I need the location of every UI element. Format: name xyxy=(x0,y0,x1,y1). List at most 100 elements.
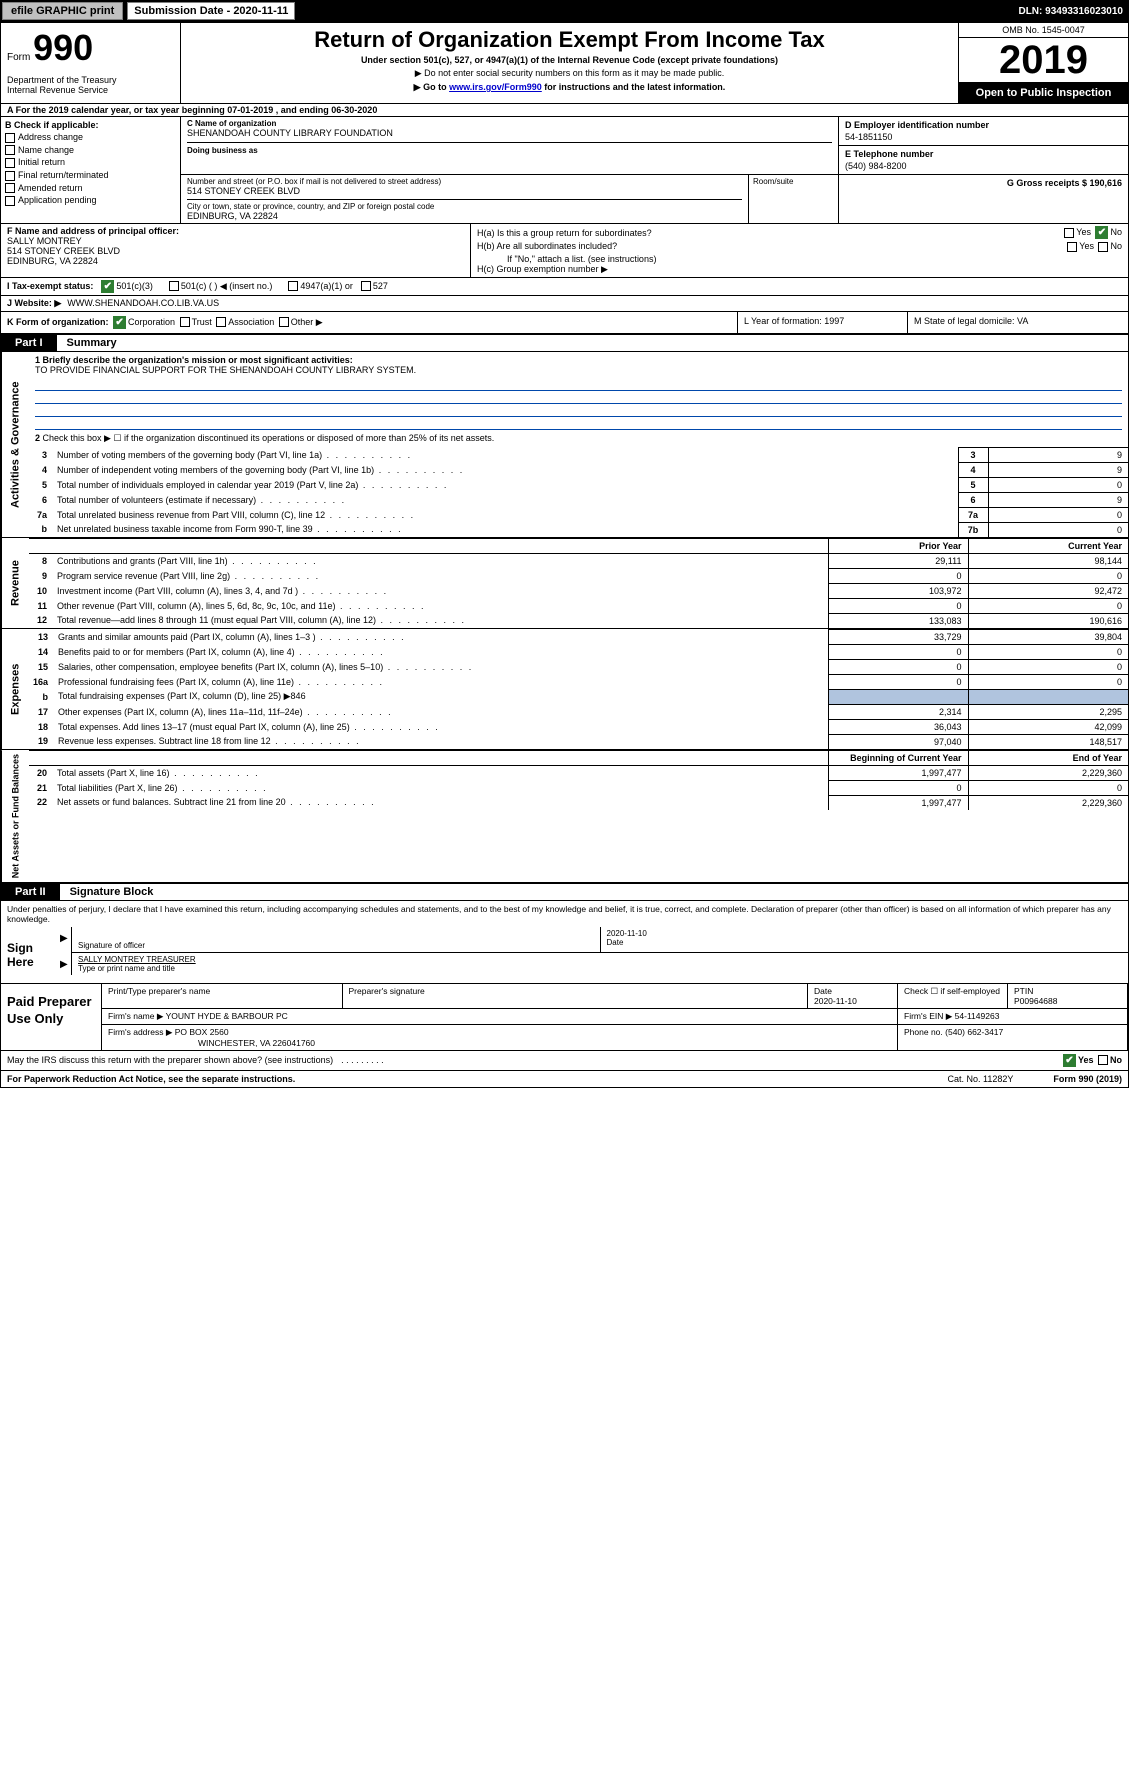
ha-label: H(a) Is this a group return for subordin… xyxy=(477,228,652,238)
checkbox-amended-return[interactable] xyxy=(5,183,15,193)
top-bar: efile GRAPHIC print Submission Date - 20… xyxy=(0,0,1129,22)
discuss-no-checkbox[interactable] xyxy=(1098,1055,1108,1065)
form-990-footer: Form 990 (2019) xyxy=(1053,1074,1122,1084)
firm-phone-label: Phone no. xyxy=(904,1027,943,1037)
gross-receipts: G Gross receipts $ 190,616 xyxy=(1007,178,1122,188)
trust-checkbox[interactable] xyxy=(180,317,190,327)
firm-addr-label: Firm's address ▶ xyxy=(108,1027,172,1037)
4947-checkbox[interactable] xyxy=(288,281,298,291)
irs-link[interactable]: www.irs.gov/Form990 xyxy=(449,82,542,92)
checkbox-address-change[interactable] xyxy=(5,133,15,143)
dln-text: DLN: 93493316023010 xyxy=(1018,6,1127,17)
ruled-line xyxy=(35,378,1122,391)
part2-tab: Part II xyxy=(1,884,60,900)
irs-text: Internal Revenue Service xyxy=(7,85,174,95)
line1-label: 1 Briefly describe the organization's mi… xyxy=(35,355,353,365)
firm-name-label: Firm's name ▶ xyxy=(108,1011,163,1021)
hc-label: H(c) Group exemption number ▶ xyxy=(477,264,1122,275)
discuss-yes-checkbox[interactable]: ✔ xyxy=(1063,1054,1076,1067)
501c-checkbox[interactable] xyxy=(169,281,179,291)
discuss-text: May the IRS discuss this return with the… xyxy=(7,1055,333,1065)
expenses-table: 13Grants and similar amounts paid (Part … xyxy=(29,629,1128,749)
side-revenue: Revenue xyxy=(1,538,29,628)
activities-governance-table: 3Number of voting members of the governi… xyxy=(29,447,1128,537)
col-b-label: B Check if applicable: xyxy=(5,120,176,130)
ein-value: 54-1851150 xyxy=(845,132,1122,142)
checkbox-application-pending[interactable] xyxy=(5,196,15,206)
part2-header: Part II Signature Block xyxy=(1,883,1128,901)
line2-text: Check this box ▶ ☐ if the organization d… xyxy=(43,433,495,443)
org-name-value: SHENANDOAH COUNTY LIBRARY FOUNDATION xyxy=(187,128,832,138)
checkbox-initial-return[interactable] xyxy=(5,158,15,168)
discuss-row: May the IRS discuss this return with the… xyxy=(1,1051,1128,1070)
ha-no-checkbox[interactable]: ✔ xyxy=(1095,226,1108,239)
column-b-checkboxes: B Check if applicable: Address change Na… xyxy=(1,117,181,223)
form-container: Form 990 Department of the Treasury Inte… xyxy=(0,22,1129,1088)
revenue-table: Prior YearCurrent Year8Contributions and… xyxy=(29,538,1128,628)
527-checkbox[interactable] xyxy=(361,281,371,291)
firm-ein-label: Firm's EIN ▶ xyxy=(904,1011,952,1021)
501c3-checkbox[interactable]: ✔ xyxy=(101,280,114,293)
line1-value: TO PROVIDE FINANCIAL SUPPORT FOR THE SHE… xyxy=(35,365,416,375)
form-title: Return of Organization Exempt From Incom… xyxy=(187,27,952,53)
revenue-section: Revenue Prior YearCurrent Year8Contribut… xyxy=(1,538,1128,629)
paperwork-notice: For Paperwork Reduction Act Notice, see … xyxy=(7,1074,295,1084)
paid-preparer-section: Paid Preparer Use Only Print/Type prepar… xyxy=(1,984,1128,1051)
signature-block: Under penalties of perjury, I declare th… xyxy=(1,901,1128,984)
note-ssn: ▶ Do not enter social security numbers o… xyxy=(187,68,952,79)
header-center: Return of Organization Exempt From Incom… xyxy=(181,23,958,103)
net-assets-section: Net Assets or Fund Balances Beginning of… xyxy=(1,750,1128,883)
officer-label: F Name and address of principal officer: xyxy=(7,226,464,236)
other-checkbox[interactable] xyxy=(279,317,289,327)
hb-no-checkbox[interactable] xyxy=(1098,242,1108,252)
col-m-state-domicile: M State of legal domicile: VA xyxy=(908,312,1128,333)
phone-label: E Telephone number xyxy=(845,149,1122,159)
efile-graphic-button[interactable]: efile GRAPHIC print xyxy=(2,2,123,20)
dba-label: Doing business as xyxy=(187,146,258,155)
city-label: City or town, state or province, country… xyxy=(187,199,742,211)
assoc-checkbox[interactable] xyxy=(216,317,226,327)
side-activities-governance: Activities & Governance xyxy=(1,352,29,537)
addr-value: 514 STONEY CREEK BLVD xyxy=(187,186,742,196)
header-left: Form 990 Department of the Treasury Inte… xyxy=(1,23,181,103)
addr-label: Number and street (or P.O. box if mail i… xyxy=(187,177,742,186)
paid-preparer-label: Paid Preparer Use Only xyxy=(1,984,101,1050)
dept-treasury: Department of the Treasury xyxy=(7,75,174,85)
part1-tab: Part I xyxy=(1,335,57,351)
section-klm: K Form of organization: ✔Corporation Tru… xyxy=(1,312,1128,334)
sig-officer-label: Signature of officer xyxy=(78,941,594,950)
phone-value: (540) 984-8200 xyxy=(845,161,1122,171)
checkbox-final-return[interactable] xyxy=(5,171,15,181)
paid-preparer-table: Print/Type preparer's name Preparer's si… xyxy=(102,984,1128,1050)
ha-yes-checkbox[interactable] xyxy=(1064,228,1074,238)
section-bcdeg: B Check if applicable: Address change Na… xyxy=(1,117,1128,224)
ein-label: D Employer identification number xyxy=(845,120,1122,130)
ruled-line xyxy=(35,417,1122,430)
part2-title: Signature Block xyxy=(60,886,154,898)
ptin-value: P00964688 xyxy=(1014,996,1058,1006)
form-header: Form 990 Department of the Treasury Inte… xyxy=(1,23,1128,104)
tax-year: 2019 xyxy=(959,38,1128,82)
hb-yes-checkbox[interactable] xyxy=(1067,242,1077,252)
side-expenses: Expenses xyxy=(1,629,29,749)
corp-checkbox[interactable]: ✔ xyxy=(113,316,126,329)
hb-note: If "No," attach a list. (see instruction… xyxy=(477,254,1122,264)
row-i-tax-exempt: I Tax-exempt status: ✔ 501(c)(3) 501(c) … xyxy=(1,278,1128,296)
prep-sig-label: Preparer's signature xyxy=(342,984,808,1009)
submission-date-button[interactable]: Submission Date - 2020-11-11 xyxy=(127,2,295,20)
room-suite-label: Room/suite xyxy=(748,175,838,223)
self-employed-check: Check ☐ if self-employed xyxy=(898,984,1008,1009)
column-f-officer: F Name and address of principal officer:… xyxy=(1,224,471,277)
column-c: C Name of organization SHENANDOAH COUNTY… xyxy=(181,117,838,223)
ruled-line xyxy=(35,404,1122,417)
note-goto: ▶ Go to www.irs.gov/Form990 for instruct… xyxy=(187,82,952,93)
checkbox-name-change[interactable] xyxy=(5,145,15,155)
firm-ein-value: 54-1149263 xyxy=(955,1011,1000,1021)
form-prefix: Form xyxy=(7,52,30,63)
footer-bottom: For Paperwork Reduction Act Notice, see … xyxy=(1,1070,1128,1087)
officer-addr1: 514 STONEY CREEK BLVD xyxy=(7,246,464,256)
sign-here-label: Sign Here xyxy=(1,927,61,983)
prep-name-label: Print/Type preparer's name xyxy=(102,984,342,1009)
header-right: OMB No. 1545-0047 2019 Open to Public In… xyxy=(958,23,1128,103)
firm-addr1: PO BOX 2560 xyxy=(175,1027,229,1037)
